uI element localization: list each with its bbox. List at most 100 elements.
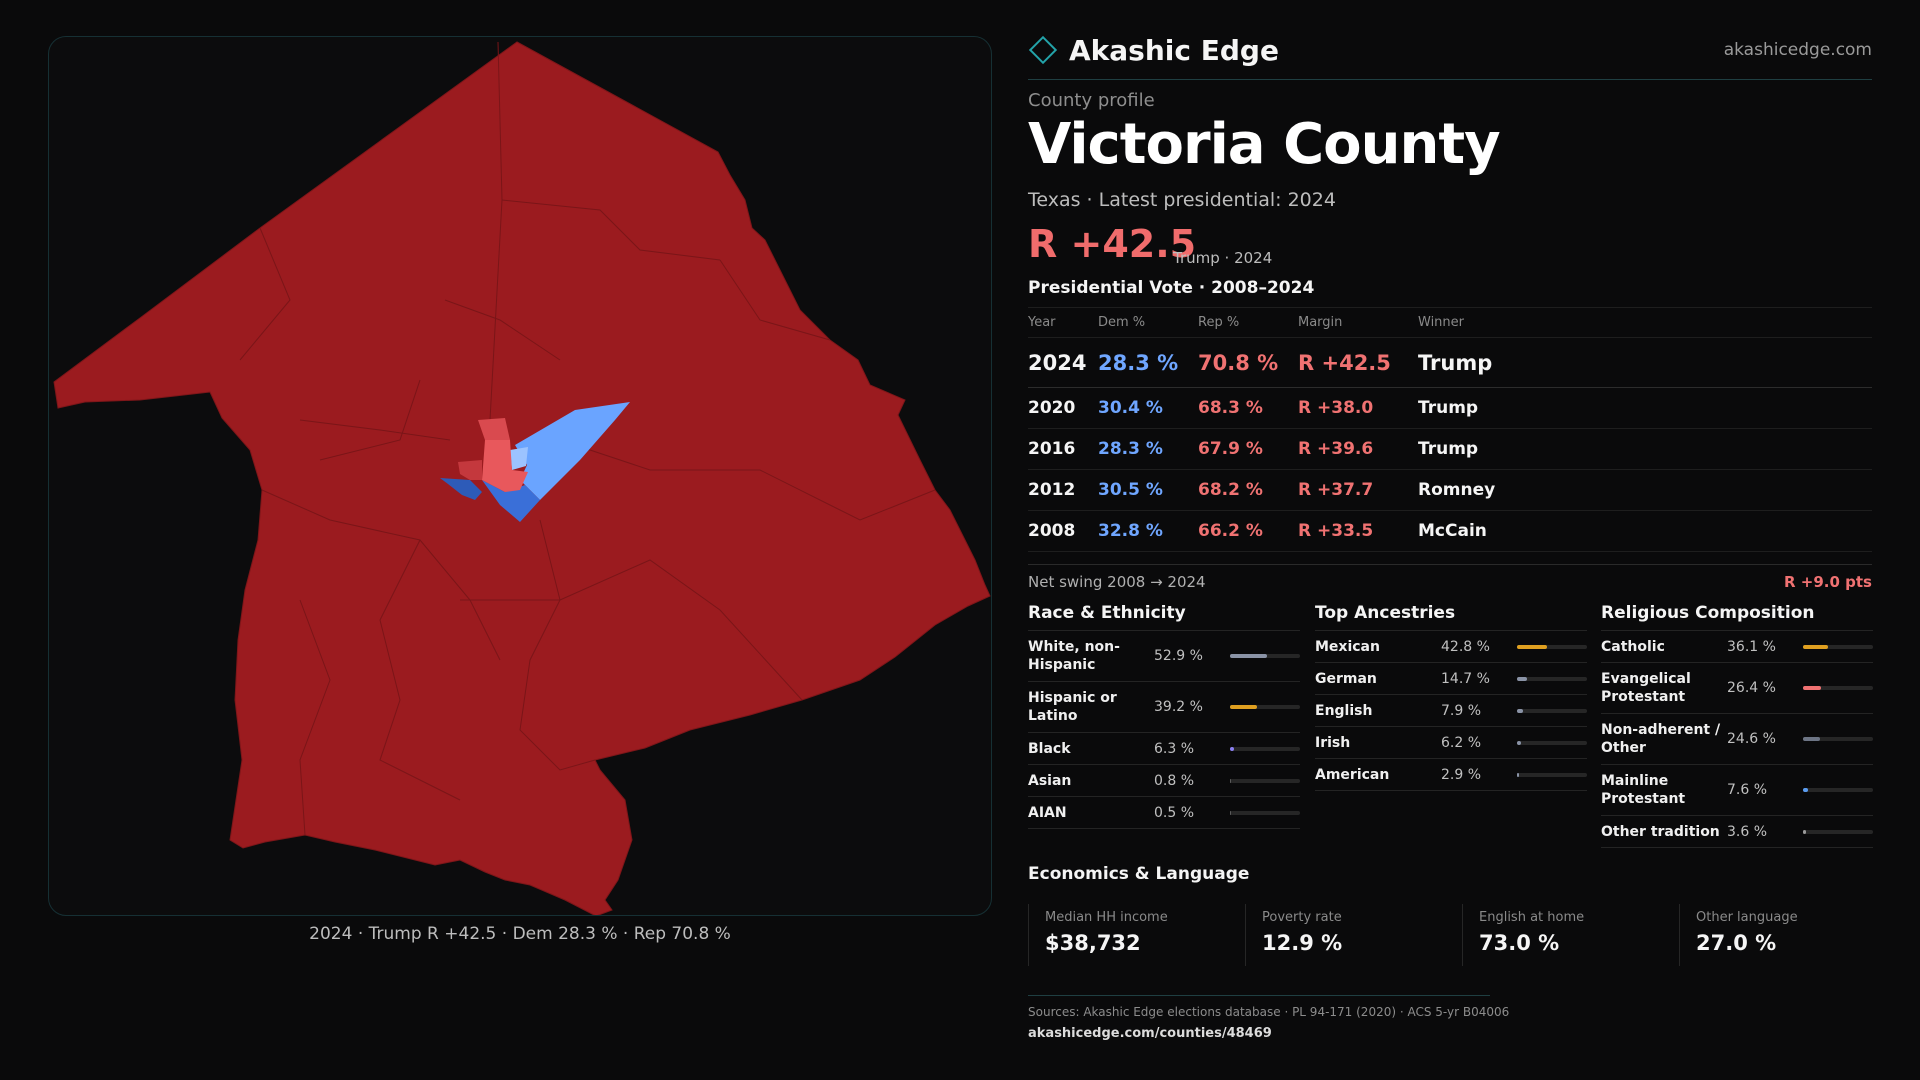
item-percent: 36.1 % [1727,638,1776,655]
bar-fill [1803,829,1806,834]
list-item[interactable]: Mexican 42.8 % [1315,631,1587,663]
brand-url-link[interactable]: akashicedge.com [1723,40,1872,60]
bar-fill [1803,788,1809,792]
year-cell: 2016 [1028,428,1098,470]
item-percent: 6.3 % [1154,740,1195,757]
list-item[interactable]: Asian 0.8 % [1028,765,1300,797]
bar-track [1803,644,1873,649]
item-percent: 3.6 % [1727,823,1768,840]
item-label: Irish [1315,734,1351,751]
margin-cell: R +39.6 [1298,428,1418,470]
stat-label: Poverty rate [1262,910,1342,925]
bar-fill [1517,740,1522,745]
county-map-panel[interactable] [48,36,992,916]
brand-name: Akashic Edge [1069,33,1279,67]
precinct-rep-light-center[interactable] [482,440,528,492]
list-item[interactable]: American 2.9 % [1315,759,1587,791]
precinct-dem-northeast[interactable] [515,402,630,500]
profile-eyebrow: County profile [1028,90,1155,111]
header-winner: Winner [1418,307,1872,338]
list-item[interactable]: AIAN 0.5 % [1028,797,1300,829]
bar-fill [1517,708,1523,713]
item-label: White, non-Hispanic [1028,639,1120,673]
vote-table-header: Year Dem % Rep % Margin Winner [1028,307,1872,338]
precinct-lines [239,41,936,836]
section-title: Race & Ethnicity [1028,603,1300,631]
list-item[interactable]: Hispanic or Latino 39.2 % [1028,682,1300,733]
margin-cell: R +38.0 [1298,387,1418,429]
dem-cell: 32.8 % [1098,510,1198,552]
winner-cell: McCain [1418,510,1872,552]
dem-cell: 30.4 % [1098,387,1198,429]
bar-track [1517,772,1587,777]
list-item[interactable]: Mainline Protestant 7.6 % [1601,765,1873,816]
table-row[interactable]: 2024 28.3 % 70.8 % R +42.5 Trump [1028,337,1872,388]
list-item[interactable]: Other tradition 3.6 % [1601,816,1873,848]
precinct-rep-light-west[interactable] [458,460,482,480]
year-cell: 2024 [1028,337,1098,388]
table-row[interactable]: 2008 32.8 % 66.2 % R +33.5 McCain [1028,510,1872,552]
list-item[interactable]: White, non-Hispanic 52.9 % [1028,631,1300,682]
net-swing-label: Net swing 2008 → 2024 [1028,573,1206,591]
latest-margin: R +42.5 [1028,222,1197,266]
table-row[interactable]: 2016 28.3 % 67.9 % R +39.6 Trump [1028,428,1872,470]
item-label: Hispanic or Latino [1028,690,1117,724]
item-percent: 0.8 % [1154,772,1195,789]
rep-cell: 70.8 % [1198,337,1298,388]
header-rep: Rep % [1198,307,1298,338]
list-item[interactable]: Evangelical Protestant 26.4 % [1601,663,1873,714]
bar-fill [1803,644,1829,649]
footer-divider [1028,995,1490,996]
list-item[interactable]: Black 6.3 % [1028,733,1300,765]
precinct-dem-light-center[interactable] [510,447,528,470]
margin-cell: R +42.5 [1298,337,1418,388]
item-percent: 7.6 % [1727,782,1768,798]
bar-track [1803,686,1873,690]
economics-title: Economics & Language [1028,864,1250,884]
stat-value: 73.0 % [1479,931,1560,955]
winner-cell: Trump [1418,387,1872,429]
map-caption: 2024 · Trump R +42.5 · Dem 28.3 % · Rep … [309,924,731,944]
list-item[interactable]: Irish 6.2 % [1315,727,1587,759]
bar-track [1230,746,1300,751]
table-row[interactable]: 2012 30.5 % 68.2 % R +37.7 Romney [1028,469,1872,511]
list-item[interactable]: Non-adherent / Other 24.6 % [1601,714,1873,765]
ancestries-section: Top Ancestries Mexican 42.8 % German 14.… [1315,603,1587,791]
list-item[interactable]: English 7.9 % [1315,695,1587,727]
rep-cell: 66.2 % [1198,510,1298,552]
bar-fill [1230,746,1235,751]
dem-cell: 30.5 % [1098,469,1198,511]
item-label: Other tradition [1601,823,1720,840]
table-row[interactable]: 2020 30.4 % 68.3 % R +38.0 Trump [1028,387,1872,429]
stat-card-other-language: Other language 27.0 % [1679,904,1884,966]
rep-cell: 68.3 % [1198,387,1298,429]
section-title: Religious Composition [1601,603,1873,631]
precinct-dem-south[interactable] [482,480,540,522]
bar-track [1803,788,1873,792]
swing-divider [1028,564,1872,565]
county-url-link[interactable]: akashicedge.com/counties/48469 [1028,1026,1272,1041]
vote-table: Year Dem % Rep % Margin Winner 2024 28.3… [1028,307,1872,552]
county-map[interactable] [48,36,992,916]
stat-label: English at home [1479,910,1585,925]
bar-fill [1230,778,1232,783]
bar-fill [1230,705,1258,709]
list-item[interactable]: Catholic 36.1 % [1601,631,1873,663]
item-percent: 26.4 % [1727,680,1776,696]
rep-cell: 68.2 % [1198,469,1298,511]
item-percent: 42.8 % [1441,638,1490,655]
margin-cell: R +37.7 [1298,469,1418,511]
item-percent: 0.5 % [1154,804,1195,821]
stat-card-income: Median HH income $38,732 [1028,904,1233,966]
precinct-rep-light-north[interactable] [478,418,510,440]
item-label: Evangelical Protestant [1601,671,1691,705]
winner-cell: Trump [1418,337,1872,388]
stat-value: $38,732 [1045,931,1141,955]
county-title: Victoria County [1028,112,1501,177]
precinct-dem-west[interactable] [440,478,482,500]
stat-label: Other language [1696,910,1798,925]
list-item[interactable]: German 14.7 % [1315,663,1587,695]
bar-track [1517,644,1587,649]
brand[interactable]: Akashic Edge [1028,32,1279,68]
diamond-logo-icon [1028,35,1058,65]
